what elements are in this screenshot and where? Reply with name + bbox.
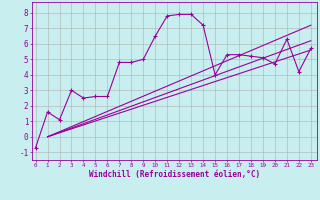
X-axis label: Windchill (Refroidissement éolien,°C): Windchill (Refroidissement éolien,°C) [89, 170, 260, 179]
